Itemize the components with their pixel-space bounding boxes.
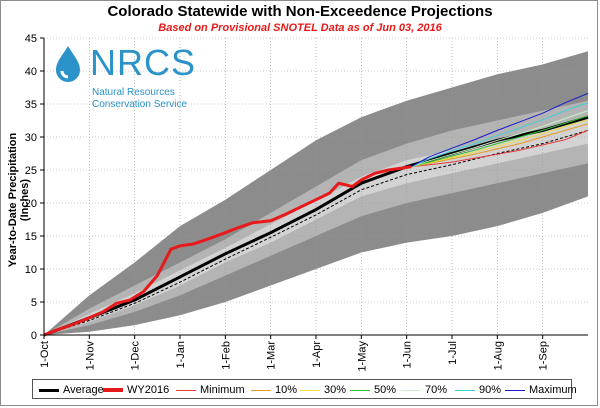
series-line-70- <box>411 110 589 168</box>
legend-label: 10% <box>275 384 298 396</box>
legend-swatch <box>251 389 271 391</box>
legend-label: Maximum <box>529 384 577 396</box>
legend-label: 70% <box>425 384 448 396</box>
legend-label: 30% <box>324 384 347 396</box>
y-tick-label: 45 <box>25 33 37 45</box>
y-tick-label: 20 <box>25 198 37 210</box>
legend-swatch <box>350 389 370 391</box>
legend-item: Maximum <box>505 383 577 397</box>
series-line-90- <box>411 102 589 168</box>
legend-label: Minimum <box>200 384 245 396</box>
y-tick-label: 25 <box>25 165 37 177</box>
x-tick-label: 1-Apr <box>311 341 323 368</box>
logo-wordmark: NRCS <box>90 42 197 83</box>
chart-title: Colorado Statewide with Non-Exceedence P… <box>107 3 493 20</box>
x-tick-label: 1-Mar <box>266 341 278 370</box>
y-tick-label: 5 <box>31 297 37 309</box>
legend-swatch <box>300 389 320 391</box>
series-line-wy2016 <box>43 165 412 337</box>
legend-label: 90% <box>479 384 502 396</box>
series-line-50- <box>411 115 589 168</box>
legend-label: Average <box>63 384 104 396</box>
legend-item: 30% <box>300 383 346 397</box>
series-line-30- <box>411 119 589 168</box>
legend-item: Average <box>39 383 104 397</box>
series-lines <box>43 92 589 337</box>
logo-subtitle-line1: Natural Resources <box>92 87 175 98</box>
tick-labels: 0 5 10 15 20 25 30 35 40 45 1-Oct 1-Nov 1-Dec 1-Jan 1-… <box>25 33 550 372</box>
logo-subtitle-line2: Conservation Service <box>92 99 188 110</box>
legend-item: 90% <box>455 383 501 397</box>
x-tick-label: 1-Aug <box>492 341 504 370</box>
chart-legend: Average WY2016 Minimum 10% 30% 50% 70% 90% Maxim… <box>32 379 577 399</box>
legend-item: 10% <box>251 383 297 397</box>
legend-item: Minimum <box>176 383 245 397</box>
x-tick-label: 1-Oct <box>39 341 51 368</box>
legend-swatch <box>39 388 59 392</box>
series-line-median-dashed- <box>43 129 589 336</box>
series-line-maximum <box>410 92 589 168</box>
legend-item: WY2016 <box>103 383 169 397</box>
gridlines <box>44 37 588 335</box>
legend-swatch <box>455 389 475 391</box>
legend-swatch <box>176 389 196 391</box>
axes <box>40 37 588 339</box>
y-tick-label: 0 <box>31 330 37 342</box>
legend-swatch <box>401 389 421 391</box>
series-line-10- <box>411 123 589 168</box>
x-tick-label: 1-Nov <box>84 341 96 371</box>
y-tick-label: 10 <box>25 264 37 276</box>
legend-item: 70% <box>401 383 447 397</box>
series-line-minimum <box>411 129 589 168</box>
legend-label: WY2016 <box>127 384 170 396</box>
legend-swatch <box>505 389 525 391</box>
x-tick-label: 1-Jul <box>447 341 459 365</box>
legend-swatch <box>103 388 123 392</box>
x-tick-label: 1-May <box>356 341 368 372</box>
x-tick-label: 1-Sep <box>538 341 550 370</box>
y-tick-label: 15 <box>25 231 37 243</box>
legend-item: 50% <box>350 383 396 397</box>
x-tick-label: 1-Feb <box>220 341 232 370</box>
water-drop-icon <box>56 46 80 82</box>
x-tick-label: 1-Jun <box>402 341 414 369</box>
x-tick-label: 1-Jan <box>175 341 187 369</box>
y-tick-label: 30 <box>25 132 37 144</box>
chart-subtitle: Based on Provisional SNOTEL Data as of J… <box>158 22 442 34</box>
legend-label: 50% <box>374 384 397 396</box>
y-tick-label: 35 <box>25 99 37 111</box>
x-tick-label: 1-Dec <box>130 341 142 371</box>
y-tick-label: 40 <box>25 66 37 78</box>
